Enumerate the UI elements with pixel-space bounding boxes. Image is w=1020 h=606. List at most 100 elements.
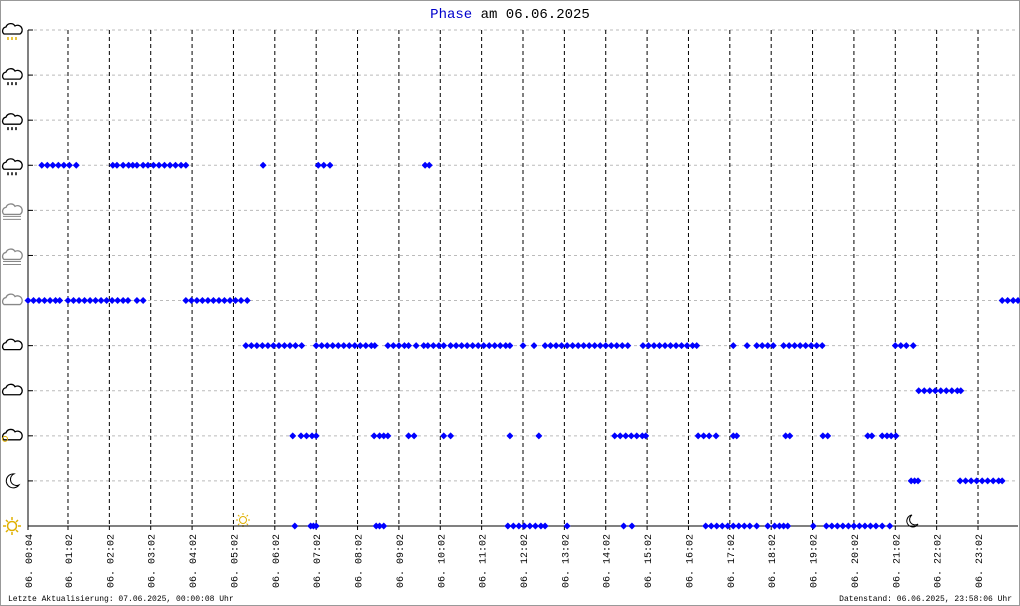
point — [644, 342, 652, 350]
x-tick-label: 06. 14:02 — [603, 534, 614, 588]
point — [526, 522, 534, 530]
point — [740, 522, 748, 530]
point — [113, 161, 121, 169]
point — [785, 342, 793, 350]
point — [844, 522, 852, 530]
point — [707, 522, 715, 530]
x-tick-label: 06. 20:02 — [851, 534, 862, 588]
point — [64, 297, 72, 305]
point — [656, 342, 664, 350]
point — [998, 297, 1006, 305]
y-icon — [7, 127, 17, 131]
point — [182, 297, 190, 305]
point — [596, 342, 604, 350]
point — [424, 342, 432, 350]
point — [574, 342, 582, 350]
point — [144, 161, 152, 169]
point — [440, 342, 448, 350]
point — [769, 342, 777, 350]
point — [624, 342, 632, 350]
point — [753, 342, 761, 350]
point — [892, 432, 900, 440]
point — [303, 432, 311, 440]
y-icon — [7, 37, 17, 40]
point — [818, 342, 826, 350]
point — [86, 297, 94, 305]
y-icon — [1, 203, 23, 216]
point — [618, 342, 626, 350]
point — [452, 342, 460, 350]
point — [405, 432, 413, 440]
x-tick-label: 06. 05:02 — [230, 534, 241, 588]
point — [902, 342, 910, 350]
point — [937, 387, 945, 395]
point — [46, 297, 54, 305]
point — [909, 342, 917, 350]
point — [611, 432, 619, 440]
point — [182, 161, 190, 169]
point — [329, 342, 337, 350]
point — [569, 342, 577, 350]
point — [421, 161, 429, 169]
point — [334, 342, 342, 350]
point — [878, 432, 886, 440]
point — [585, 342, 593, 350]
point — [35, 297, 43, 305]
y-icon — [1, 113, 23, 125]
chart-title: Phase am 06.06.2025 — [430, 7, 590, 23]
point — [474, 342, 482, 350]
x-tick-label: 06. 03:02 — [148, 534, 159, 588]
point — [187, 297, 195, 305]
point — [563, 342, 571, 350]
point — [243, 297, 251, 305]
point — [314, 161, 322, 169]
x-tick-label: 06. 01:02 — [65, 534, 76, 588]
point — [318, 342, 326, 350]
point — [819, 432, 827, 440]
point — [580, 342, 588, 350]
point — [226, 297, 234, 305]
point — [440, 432, 448, 440]
point — [724, 522, 732, 530]
point — [429, 342, 437, 350]
point — [628, 522, 636, 530]
point — [259, 161, 267, 169]
point — [269, 342, 277, 350]
point — [125, 161, 133, 169]
point — [485, 342, 493, 350]
point — [376, 432, 384, 440]
point — [30, 297, 38, 305]
point — [435, 342, 443, 350]
y-icon — [1, 293, 23, 306]
point — [258, 342, 266, 350]
point — [828, 522, 836, 530]
point — [563, 522, 571, 530]
x-tick-label: 06. 21:02 — [892, 534, 903, 588]
point — [447, 342, 455, 350]
x-tick-label: 06. 17:02 — [727, 534, 738, 588]
point — [124, 297, 132, 305]
point — [56, 297, 64, 305]
point — [198, 297, 206, 305]
point — [967, 477, 975, 485]
point — [166, 161, 174, 169]
point — [129, 161, 137, 169]
point — [264, 342, 272, 350]
point — [642, 432, 650, 440]
x-tick-label: 06. 19:02 — [810, 534, 821, 588]
point — [275, 342, 283, 350]
point — [622, 432, 630, 440]
point — [326, 161, 334, 169]
point — [177, 161, 185, 169]
point — [872, 522, 880, 530]
point — [520, 522, 528, 530]
point — [370, 432, 378, 440]
point — [689, 342, 697, 350]
y-icon — [1, 22, 23, 35]
point — [458, 342, 466, 350]
point — [667, 342, 675, 350]
point — [1004, 297, 1012, 305]
footer-right: Datenstand: 06.06.2025, 23:58:06 Uhr — [839, 595, 1012, 604]
point — [237, 297, 245, 305]
point — [133, 161, 141, 169]
